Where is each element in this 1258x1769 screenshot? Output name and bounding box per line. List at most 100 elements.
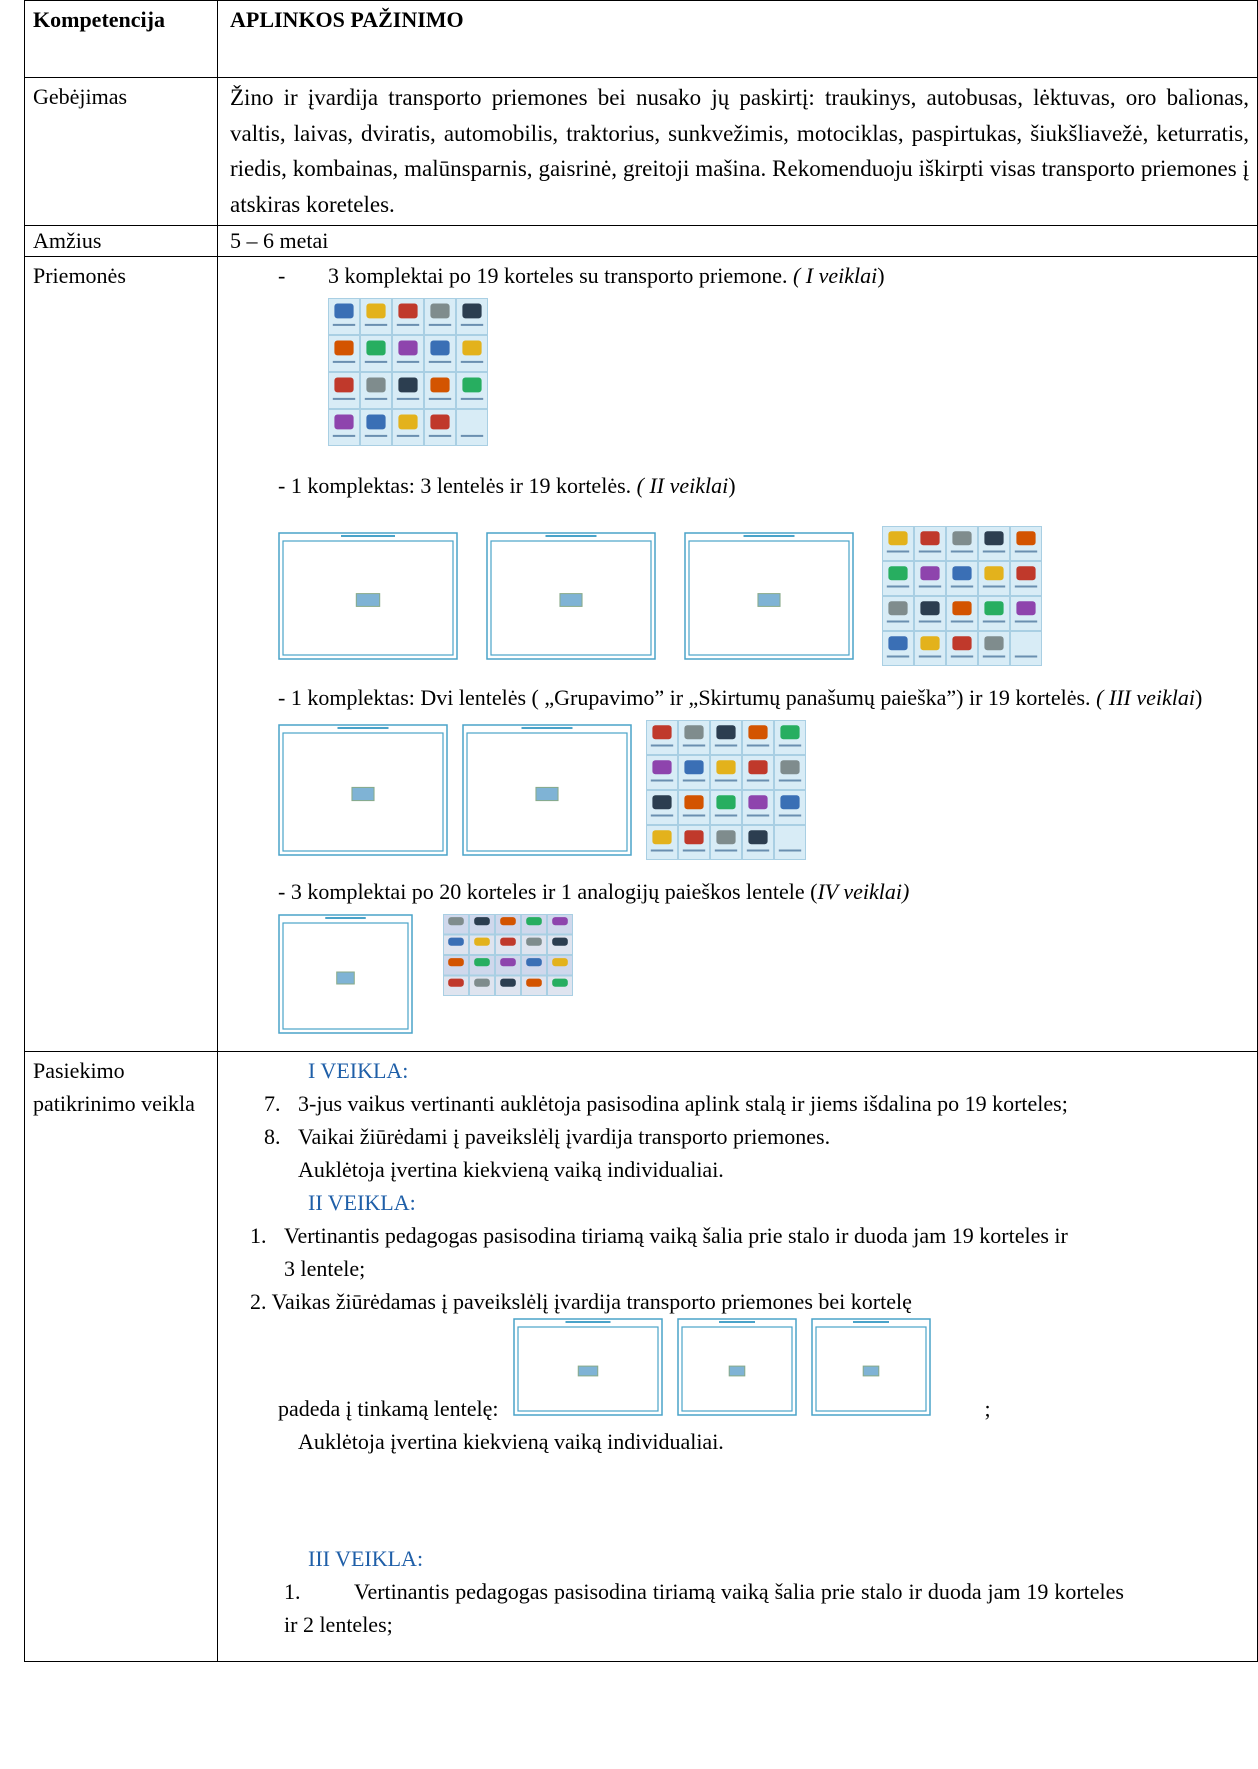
card (774, 719, 806, 755)
card-picture (366, 340, 386, 356)
item-text: - 1 komplektas: Dvi lentelės ( „Grupavim… (278, 684, 1091, 710)
item-text: - 3 komplektai po 20 korteles ir 1 analo… (278, 878, 818, 904)
thumbs (328, 297, 1249, 455)
card-caption (460, 323, 484, 326)
row-content: APLINKOS PAŽINIMO (217, 0, 1258, 78)
card-caption (428, 434, 452, 437)
card-picture (748, 725, 768, 740)
card-caption (886, 550, 910, 553)
card-picture (984, 531, 1004, 546)
board-picture (862, 1365, 879, 1377)
thumbs (278, 719, 1249, 869)
board-heading (718, 1320, 755, 1323)
card-picture (448, 937, 464, 946)
card-picture (1016, 531, 1036, 546)
thumbs (278, 525, 1249, 675)
card (456, 408, 488, 446)
card-caption (714, 814, 738, 817)
card-picture (398, 303, 418, 319)
card-picture (334, 414, 354, 430)
card-picture (952, 566, 972, 581)
board-heading (743, 534, 795, 537)
card-picture (366, 414, 386, 430)
card-caption (682, 849, 706, 852)
board-heading (341, 534, 395, 537)
row: Amžius 5 – 6 metai (24, 224, 1258, 257)
thumbnail (684, 532, 854, 660)
card-picture (398, 340, 418, 356)
card-caption (332, 434, 356, 437)
step: 7. 3-jus vaikus vertinanti auklėtoja pasi… (238, 1087, 1249, 1120)
board-image (486, 532, 656, 669)
card-picture (652, 725, 672, 740)
note: Auklėtoja įvertina kiekvieną vaiką indiv… (298, 1156, 724, 1182)
card-picture (430, 414, 450, 430)
card-caption (396, 434, 420, 437)
thumbnail (278, 532, 458, 660)
card-picture (684, 830, 704, 845)
item: - 1 komplektas: 3 lentelės ir 19 kortelė… (278, 472, 736, 498)
card-caption (918, 655, 942, 658)
card-caption (332, 397, 356, 400)
card-caption (714, 779, 738, 782)
board-image (512, 1318, 663, 1425)
step-number: 1. (250, 1222, 267, 1248)
card-picture (474, 917, 490, 926)
board-picture (757, 593, 781, 607)
step-text: Vaikai žiūrėdami į paveikslėlį įvardija … (298, 1123, 831, 1149)
item-note: ( II veiklai (636, 472, 729, 498)
card-set-image (646, 719, 806, 869)
card-caption (746, 814, 770, 817)
activity-title: III VEIKLA: (308, 1545, 424, 1571)
card-picture (500, 917, 516, 926)
card-picture (526, 958, 542, 967)
card-picture (1016, 601, 1036, 616)
card-picture (448, 978, 464, 987)
row-content: Žino ir įvardija transporto priemones be… (217, 77, 1258, 226)
bullet: - (278, 262, 286, 288)
row-label: Amžius (24, 224, 218, 257)
step-number: 8. (264, 1123, 281, 1149)
item-text: 3 komplektai po 19 korteles su transport… (328, 262, 788, 288)
board-heading (852, 1320, 889, 1323)
card-caption (650, 744, 674, 747)
card-picture (716, 725, 736, 740)
card-caption (950, 550, 974, 553)
placement-text: padeda į tinkamą lentelę: (278, 1395, 499, 1421)
board-picture (577, 1365, 598, 1377)
board-image (810, 1318, 931, 1425)
card-picture (684, 760, 704, 775)
card-caption (364, 360, 388, 363)
row-content: 5 – 6 metai (217, 224, 1258, 257)
card-picture (920, 601, 940, 616)
row: Priemonės - 3 komplektai po 19 korteles s… (24, 255, 1258, 1052)
board-image (676, 1318, 797, 1425)
board-image (278, 914, 413, 1043)
board-image (278, 532, 458, 669)
card-picture (716, 795, 736, 810)
card-caption (460, 434, 484, 437)
card-picture (552, 937, 568, 946)
card-picture (952, 531, 972, 546)
card-picture (888, 601, 908, 616)
card-picture (462, 340, 482, 356)
item-text: - 1 komplektas: 3 lentelės ir 19 kortelė… (278, 472, 632, 498)
card-picture (952, 636, 972, 651)
card-picture (552, 978, 568, 987)
card-caption (950, 620, 974, 623)
card-caption (778, 744, 802, 747)
card-caption (396, 323, 420, 326)
card-set-image (443, 913, 573, 1005)
card-set-image (882, 525, 1042, 675)
card-picture (334, 303, 354, 319)
card-caption (650, 849, 674, 852)
card-picture (474, 958, 490, 967)
card-caption (746, 744, 770, 747)
card-picture (526, 937, 542, 946)
board-heading (545, 534, 597, 537)
card-caption (460, 360, 484, 363)
card (1010, 630, 1042, 666)
card-picture (500, 978, 516, 987)
step: 2. Vaikas žiūrėdamas į paveikslėlį įvard… (238, 1285, 1249, 1318)
card-picture (888, 566, 908, 581)
